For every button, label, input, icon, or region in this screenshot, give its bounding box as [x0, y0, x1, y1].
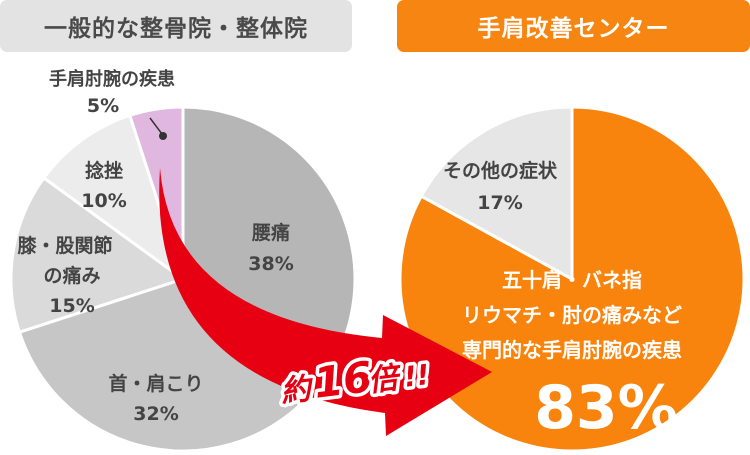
lumbar-value: 38% — [248, 253, 293, 275]
neck-value: 32% — [133, 403, 178, 425]
other-label: その他の症状 — [443, 159, 558, 182]
multiplier-exclaim: !! — [402, 358, 431, 394]
hand-slice-pointer-dot — [159, 132, 167, 140]
comparison-arrow — [159, 168, 493, 436]
other-value: 17% — [477, 192, 522, 214]
special-value: 83% — [534, 373, 678, 443]
neck-label: 首・肩こり — [108, 372, 203, 395]
right-chart-title: 手肩改善センター — [397, 0, 750, 52]
knee-label-line1: 膝・股関節 — [17, 234, 112, 257]
special-label-line3: 専門的な手肩肘腕の疾患 — [462, 338, 682, 362]
sprain-value: 10% — [81, 190, 126, 212]
left-pie-slice-2 — [9, 175, 187, 335]
hand-slice-pointer — [149, 117, 163, 135]
knee-value: 15% — [49, 295, 94, 317]
pie-chart-right — [398, 105, 746, 453]
lumbar-label: 腰痛 — [251, 221, 290, 244]
special-label-line1: 五十肩・バネ指 — [502, 268, 642, 292]
sprain-label: 捻挫 — [85, 159, 123, 182]
hand-value: 5% — [87, 95, 119, 117]
multiplier-number: 16 — [311, 352, 375, 408]
left-pie-slice-3 — [41, 113, 186, 283]
special-label-line2: リウマチ・肘の痛みなど — [462, 303, 682, 327]
knee-label-line2: の痛み — [43, 264, 100, 287]
left-chart-title: 一般的な整骨院・整体院 — [0, 0, 352, 52]
left-pie-slice-1 — [17, 277, 303, 453]
hand-label: 手肩肘腕の疾患 — [49, 68, 175, 90]
right-pie-slice-1 — [419, 105, 574, 282]
